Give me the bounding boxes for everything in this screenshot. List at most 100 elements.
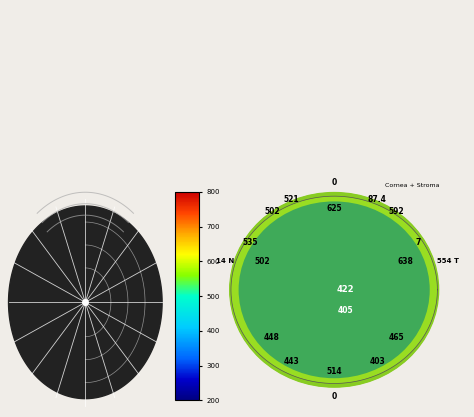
Ellipse shape	[299, 257, 370, 322]
Ellipse shape	[318, 275, 350, 305]
Ellipse shape	[264, 224, 405, 355]
Ellipse shape	[247, 209, 421, 370]
Ellipse shape	[229, 192, 439, 388]
Ellipse shape	[244, 207, 424, 373]
Text: Cornea + Stroma: Cornea + Stroma	[385, 183, 439, 188]
Ellipse shape	[289, 248, 379, 332]
Ellipse shape	[233, 196, 436, 384]
Ellipse shape	[268, 229, 400, 351]
Ellipse shape	[265, 226, 403, 354]
Text: 87.4: 87.4	[368, 195, 387, 203]
Ellipse shape	[276, 236, 392, 344]
Ellipse shape	[310, 268, 358, 312]
Ellipse shape	[320, 276, 348, 303]
Text: 502: 502	[264, 207, 280, 216]
Ellipse shape	[252, 214, 416, 366]
Ellipse shape	[237, 200, 431, 379]
Ellipse shape	[297, 255, 372, 324]
Ellipse shape	[231, 194, 438, 386]
Text: 521: 521	[283, 195, 299, 203]
Text: 403: 403	[369, 357, 385, 366]
Ellipse shape	[260, 221, 409, 359]
Ellipse shape	[316, 273, 352, 306]
Ellipse shape	[282, 241, 387, 339]
Ellipse shape	[285, 245, 383, 335]
Text: 554 T: 554 T	[438, 258, 459, 264]
Ellipse shape	[267, 228, 401, 352]
Ellipse shape	[236, 198, 433, 381]
Ellipse shape	[294, 253, 374, 327]
Ellipse shape	[303, 261, 365, 318]
Ellipse shape	[272, 232, 396, 347]
Text: 448: 448	[264, 333, 280, 342]
Ellipse shape	[296, 254, 373, 325]
Ellipse shape	[301, 259, 368, 321]
Ellipse shape	[232, 195, 437, 385]
Text: 514: 514	[327, 367, 342, 376]
Ellipse shape	[300, 258, 369, 322]
Ellipse shape	[243, 206, 425, 374]
Ellipse shape	[324, 280, 345, 299]
Ellipse shape	[330, 286, 338, 293]
Polygon shape	[9, 206, 162, 399]
Ellipse shape	[257, 218, 411, 362]
Ellipse shape	[239, 202, 429, 377]
Ellipse shape	[270, 231, 398, 349]
Ellipse shape	[319, 276, 349, 304]
Ellipse shape	[249, 211, 419, 369]
Ellipse shape	[229, 192, 439, 387]
Ellipse shape	[243, 206, 425, 374]
Ellipse shape	[264, 225, 404, 354]
Ellipse shape	[338, 282, 353, 297]
Ellipse shape	[314, 271, 354, 309]
Ellipse shape	[273, 233, 395, 347]
Text: 592: 592	[389, 207, 404, 216]
Ellipse shape	[342, 286, 349, 294]
Ellipse shape	[313, 270, 355, 309]
Ellipse shape	[231, 194, 437, 385]
Ellipse shape	[230, 193, 438, 386]
Ellipse shape	[250, 212, 418, 368]
Text: 7: 7	[416, 238, 421, 246]
Ellipse shape	[310, 267, 359, 313]
Ellipse shape	[238, 201, 430, 379]
Ellipse shape	[238, 201, 430, 378]
Ellipse shape	[278, 238, 391, 342]
Ellipse shape	[262, 223, 407, 357]
Ellipse shape	[235, 198, 433, 382]
Ellipse shape	[301, 260, 367, 320]
Ellipse shape	[248, 210, 420, 369]
Ellipse shape	[327, 282, 342, 297]
Ellipse shape	[298, 246, 393, 334]
Text: 422: 422	[337, 285, 355, 294]
Ellipse shape	[235, 198, 434, 382]
Ellipse shape	[302, 261, 366, 319]
Ellipse shape	[277, 237, 392, 343]
Ellipse shape	[283, 242, 386, 337]
Ellipse shape	[275, 235, 393, 344]
Ellipse shape	[269, 230, 399, 350]
Ellipse shape	[231, 196, 438, 384]
Ellipse shape	[263, 224, 406, 356]
Ellipse shape	[258, 219, 410, 361]
Ellipse shape	[237, 201, 431, 379]
Ellipse shape	[281, 240, 388, 339]
Ellipse shape	[258, 219, 410, 361]
Ellipse shape	[236, 199, 432, 381]
Ellipse shape	[240, 203, 428, 377]
Ellipse shape	[327, 283, 342, 297]
Ellipse shape	[256, 217, 412, 362]
Ellipse shape	[272, 232, 396, 347]
Ellipse shape	[274, 234, 394, 346]
Ellipse shape	[234, 197, 434, 382]
Ellipse shape	[234, 197, 435, 383]
Text: 625: 625	[327, 204, 342, 213]
Ellipse shape	[310, 256, 382, 323]
Ellipse shape	[331, 287, 337, 292]
Ellipse shape	[307, 264, 362, 315]
Ellipse shape	[333, 289, 335, 291]
Ellipse shape	[329, 285, 339, 294]
Ellipse shape	[322, 278, 346, 301]
Ellipse shape	[326, 282, 343, 298]
Ellipse shape	[328, 284, 341, 296]
